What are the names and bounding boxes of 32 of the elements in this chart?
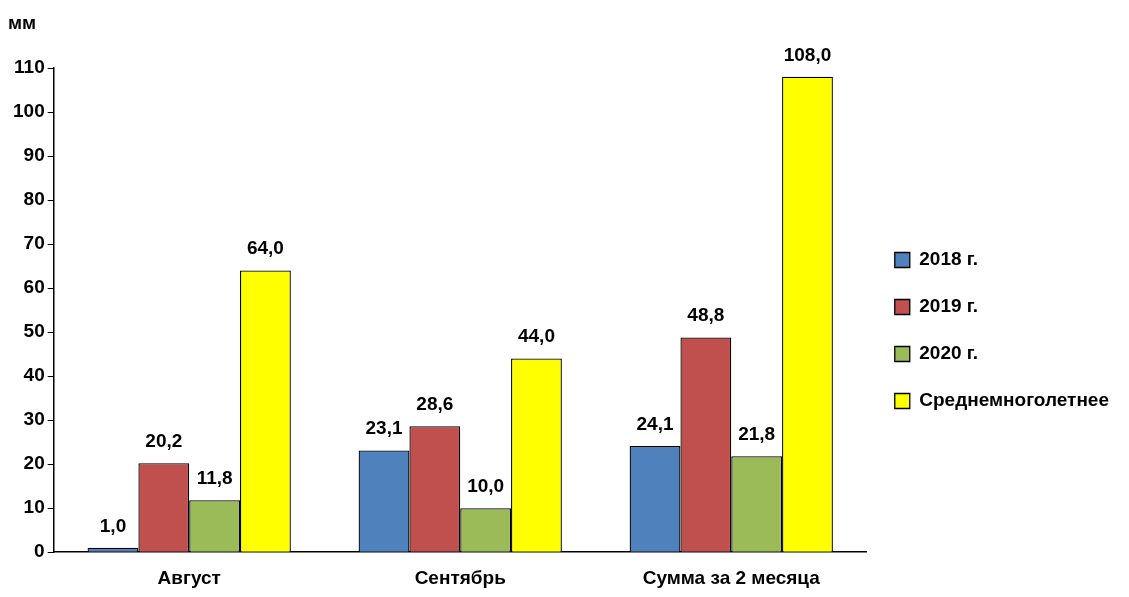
data-label: 11,8 — [196, 466, 233, 488]
x-tick-label: Сентябрь — [414, 566, 506, 588]
y-tick-label: 80 — [23, 188, 45, 210]
data-label: 44,0 — [517, 325, 555, 347]
legend-label: Среднемноголетнее — [919, 389, 1109, 411]
data-label: 108,0 — [783, 43, 832, 65]
y-tick-label: 40 — [23, 364, 45, 386]
y-tick-label: 50 — [23, 320, 45, 342]
legend-label: 2018 г. — [919, 248, 979, 270]
data-label: 28,6 — [416, 393, 454, 415]
y-tick-label: 0 — [34, 540, 45, 562]
legend-label: 2019 г. — [919, 295, 979, 317]
y-tick-label: 70 — [23, 232, 45, 254]
y-tick-label: 100 — [13, 100, 45, 122]
data-label: 20,2 — [145, 430, 183, 452]
legend-label: 2020 г. — [919, 342, 979, 364]
data-label: 10,0 — [467, 474, 505, 496]
y-tick-label: 30 — [23, 408, 45, 430]
data-label: 24,1 — [636, 412, 674, 434]
y-tick-label: 10 — [23, 496, 45, 518]
data-label: 1,0 — [99, 514, 127, 536]
y-tick-label: 110 — [14, 56, 45, 78]
x-tick-label: Август — [157, 566, 221, 588]
x-tick-label: Сумма за 2 месяца — [642, 566, 821, 588]
y-axis-title: мм — [8, 12, 37, 34]
y-tick-label: 20 — [23, 452, 45, 474]
data-label: 23,1 — [365, 417, 403, 439]
data-label: 48,8 — [687, 304, 725, 326]
y-tick-label: 90 — [23, 144, 45, 166]
data-label: 64,0 — [246, 237, 284, 259]
data-label: 21,8 — [738, 422, 776, 444]
y-tick-label: 60 — [23, 276, 45, 298]
